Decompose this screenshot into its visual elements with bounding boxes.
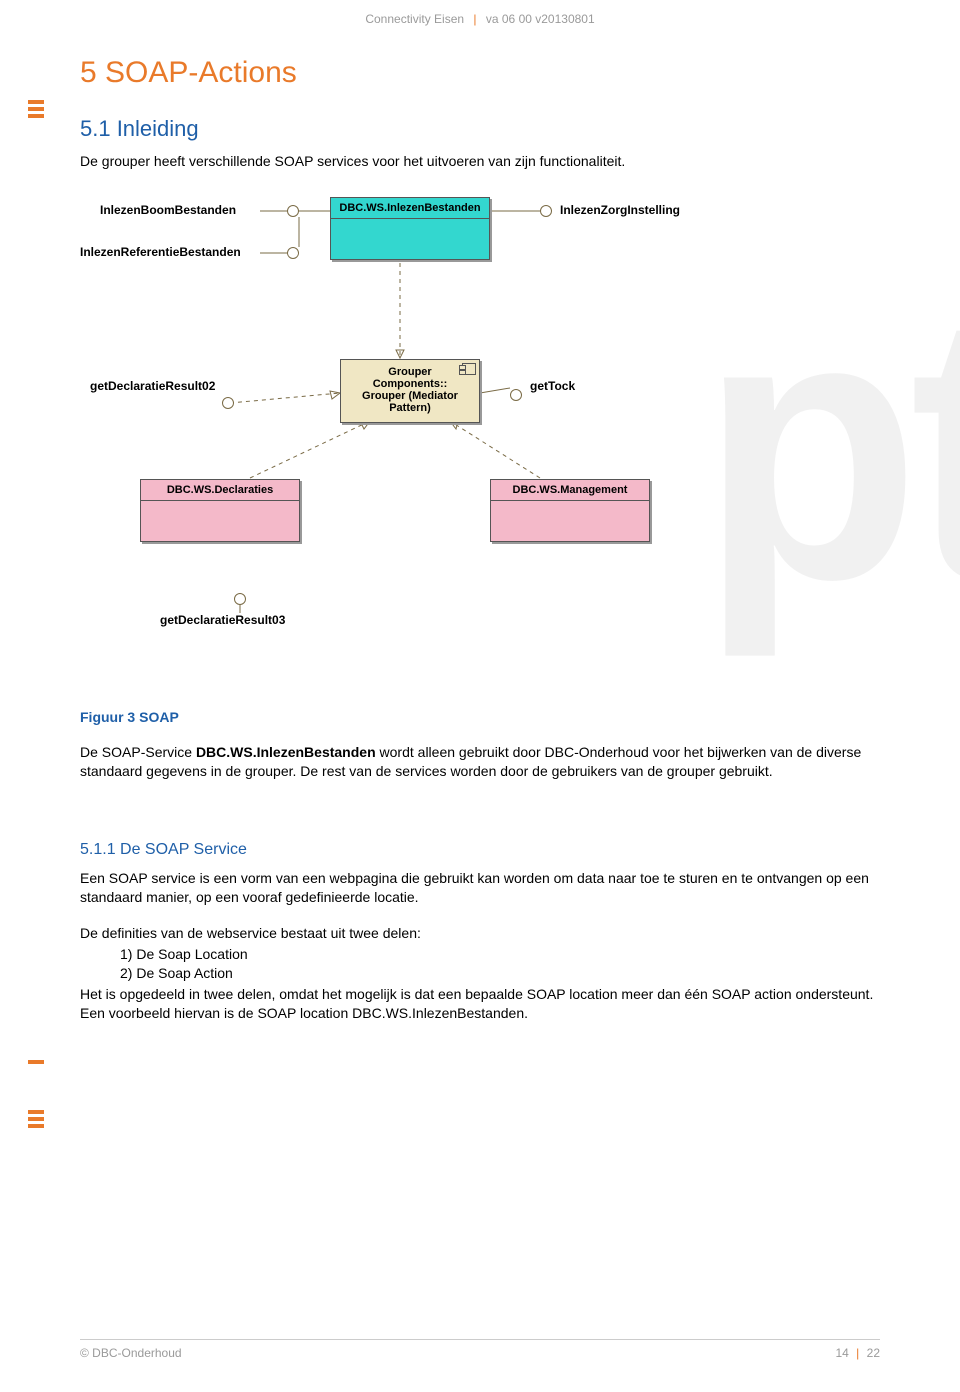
footer-right: 14 | 22 (835, 1346, 880, 1360)
paragraph-3: Een SOAP service is een vorm van een web… (80, 869, 880, 907)
paragraph-4-lead: De definities van de webservice bestaat … (80, 924, 880, 943)
page-footer: © DBC-Onderhoud 14 | 22 (80, 1339, 880, 1360)
intro-paragraph: De grouper heeft verschillende SOAP serv… (80, 152, 880, 171)
heading-3: 5.1.1 De SOAP Service (80, 841, 880, 859)
grouper-l3: Grouper (Mediator (341, 390, 479, 402)
footer-total: 22 (867, 1346, 880, 1360)
footer-page: 14 (835, 1346, 848, 1360)
component-icon (462, 363, 476, 375)
page-header: Connectivity Eisen | va 06 00 v20130801 (0, 0, 960, 26)
grouper-l2: Components:: (341, 378, 479, 390)
heading-2: 5.1 Inleiding (80, 116, 880, 142)
iface-gt (510, 389, 522, 401)
definition-list: 1) De Soap Location 2) De Soap Action (80, 945, 880, 983)
figure-caption: Figuur 3 SOAP (80, 709, 880, 725)
def-1: 1) De Soap Location (120, 945, 880, 964)
box-inlezen: DBC.WS.InlezenBestanden (330, 197, 490, 260)
box-management: DBC.WS.Management (490, 479, 650, 542)
p2-b: DBC.WS.InlezenBestanden (196, 744, 376, 760)
box-inlezen-title: DBC.WS.InlezenBestanden (331, 198, 489, 219)
lbl-irb: InlezenReferentieBestanden (80, 245, 241, 259)
side-ornament-bot (28, 1110, 48, 1131)
grouper-l4: Pattern) (341, 402, 479, 414)
footer-sep: | (856, 1346, 859, 1360)
paragraph-2: De SOAP-Service DBC.WS.InlezenBestanden … (80, 743, 880, 781)
lbl-gdr03: getDeclaratieResult03 (160, 613, 285, 627)
box-mgmt-title: DBC.WS.Management (491, 480, 649, 501)
footer-left: © DBC-Onderhoud (80, 1346, 182, 1360)
box-declaraties: DBC.WS.Declaraties (140, 479, 300, 542)
lbl-ibb: InlezenBoomBestanden (100, 203, 236, 217)
box-grouper: Grouper Components:: Grouper (Mediator P… (340, 359, 480, 423)
lbl-gdr02: getDeclaratieResult02 (90, 379, 215, 393)
iface-izi (540, 205, 552, 217)
iface-gdr02 (222, 397, 234, 409)
iface-ibb (287, 205, 299, 217)
p2-a: De SOAP-Service (80, 744, 196, 760)
lbl-izi: InlezenZorgInstelling (560, 203, 680, 217)
lbl-gt: getTock (530, 379, 575, 393)
box-decl-title: DBC.WS.Declaraties (141, 480, 299, 501)
iface-gdr03 (234, 593, 246, 605)
side-ornament-mid (28, 1060, 48, 1067)
paragraph-5: Het is opgedeeld in twee delen, omdat he… (80, 985, 880, 1023)
uml-diagram: InlezenBoomBestanden InlezenReferentieBe… (80, 193, 840, 673)
header-sep: | (473, 12, 476, 26)
diagram-lines (80, 193, 840, 673)
iface-irb (287, 247, 299, 259)
header-left: Connectivity Eisen (365, 12, 464, 26)
heading-1: 5 SOAP-Actions (80, 56, 880, 90)
def-2: 2) De Soap Action (120, 964, 880, 983)
header-right: va 06 00 v20130801 (486, 12, 595, 26)
